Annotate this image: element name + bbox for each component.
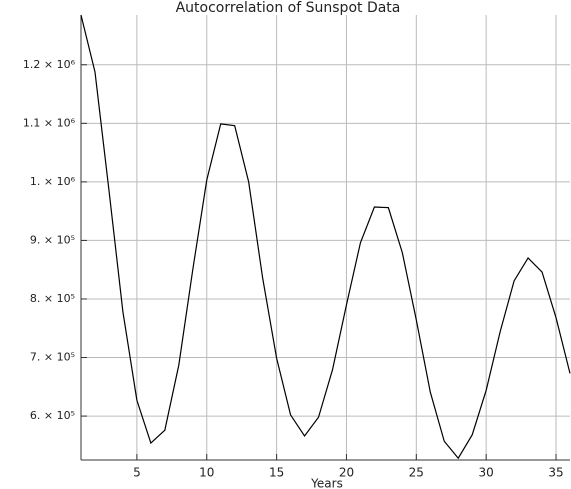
line xyxy=(80,14,571,460)
y-tick-label: 7. × 10⁵ xyxy=(30,351,75,364)
y-tick-label: 1.2 × 10⁶ xyxy=(23,58,76,71)
y-tick-label: 8. × 10⁵ xyxy=(30,292,75,305)
x-axis-label: Years xyxy=(310,477,343,489)
y-tick-label: 1. × 10⁶ xyxy=(30,175,76,188)
y-tick-label: 6. × 10⁵ xyxy=(30,409,75,422)
x-tick-label: 35 xyxy=(548,466,563,480)
x-tick-label: 5 xyxy=(133,466,141,480)
x-tick-label: 30 xyxy=(479,466,494,480)
x-tick-label: 25 xyxy=(409,466,424,480)
x-tick-label: 10 xyxy=(199,466,214,480)
x-tick-label: 15 xyxy=(269,466,284,480)
y-tick-label: 9. × 10⁵ xyxy=(30,233,75,246)
x-tick-label: 20 xyxy=(339,466,354,480)
chart-title: Autocorrelation of Sunspot Data xyxy=(176,0,401,16)
y-tick-label: 1.1 × 10⁶ xyxy=(23,116,76,129)
